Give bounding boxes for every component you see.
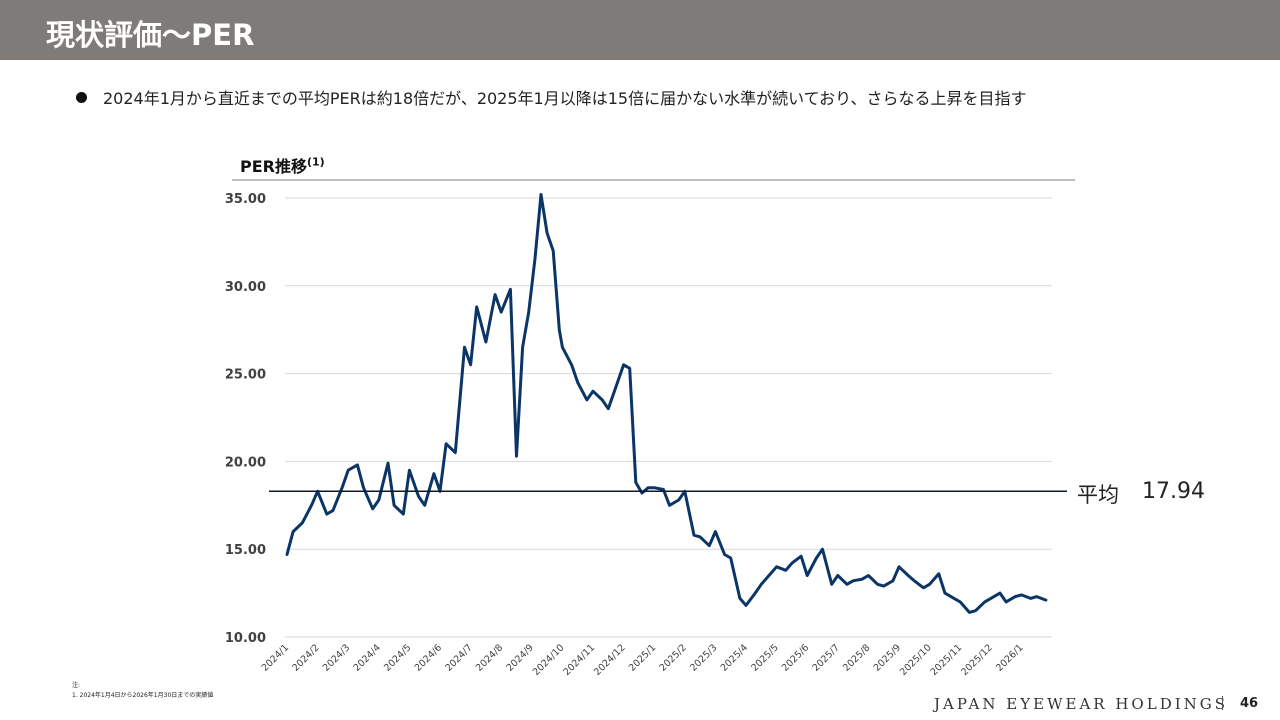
brand-logo-text: JAPAN EYEWEAR HOLDINGS — [934, 695, 1229, 713]
chart-title-text: PER推移 — [240, 157, 307, 176]
x-tick-label: 2024/8 — [474, 642, 505, 673]
x-tick-label: 2024/7 — [443, 642, 474, 673]
per-series-line — [285, 193, 1048, 614]
page-number: 46 — [1240, 696, 1259, 711]
footer-divider — [1222, 696, 1223, 710]
bullet-icon — [76, 92, 87, 103]
x-tick-label: 2025/5 — [749, 642, 780, 673]
x-tick-label: 2024/11 — [561, 642, 597, 678]
chart-title-rule — [232, 179, 1075, 181]
x-tick-label: 2024/4 — [352, 642, 383, 673]
x-tick-label: 2024/1 — [260, 642, 291, 673]
x-tick-label: 2026/1 — [994, 642, 1025, 673]
y-tick-label: 25.00 — [225, 368, 266, 383]
y-tick-label: 10.00 — [225, 631, 266, 646]
x-tick-label: 2025/7 — [811, 642, 842, 673]
x-tick-label: 2025/4 — [719, 642, 750, 673]
footnote-heading: 注: — [72, 682, 81, 689]
x-tick-label: 2024/10 — [531, 642, 567, 678]
y-tick-label: 20.00 — [225, 455, 266, 470]
x-tick-label: 2024/5 — [382, 642, 413, 673]
x-tick-label: 2024/12 — [592, 642, 628, 678]
average-value: 17.94 — [1142, 479, 1205, 504]
x-tick-label: 2024/2 — [290, 642, 321, 673]
x-tick-label: 2024/3 — [321, 642, 352, 673]
title-bar — [0, 0, 1280, 60]
x-tick-label: 2024/6 — [413, 642, 444, 673]
x-tick-label: 2025/6 — [780, 642, 811, 673]
x-tick-label: 2025/2 — [658, 642, 689, 673]
y-tick-label: 35.00 — [225, 192, 266, 207]
y-tick-label: 30.00 — [225, 280, 266, 295]
average-label: 平均 — [1077, 483, 1119, 507]
x-tick-label: 2025/8 — [841, 642, 872, 673]
x-tick-label: 2025/10 — [898, 642, 934, 678]
chart-title: PER推移(1) — [240, 153, 325, 177]
x-tick-label: 2025/1 — [627, 642, 658, 673]
chart-title-footnote-ref: (1) — [306, 155, 325, 169]
y-tick-label: 15.00 — [225, 543, 266, 558]
summary-text: 2024年1月から直近までの平均PERは約18倍だが、2025年1月以降は15倍… — [103, 89, 1027, 108]
x-tick-label: 2025/11 — [929, 642, 965, 678]
page-title: 現状評価〜PER — [46, 18, 255, 52]
summary-bullet: 2024年1月から直近までの平均PERは約18倍だが、2025年1月以降は15倍… — [76, 85, 1026, 109]
x-tick-label: 2025/12 — [959, 642, 995, 678]
x-tick-label: 2025/3 — [688, 642, 719, 673]
footnote-text: 1. 2024年1月4日から2026年1月30日までの実績値 — [72, 692, 214, 699]
